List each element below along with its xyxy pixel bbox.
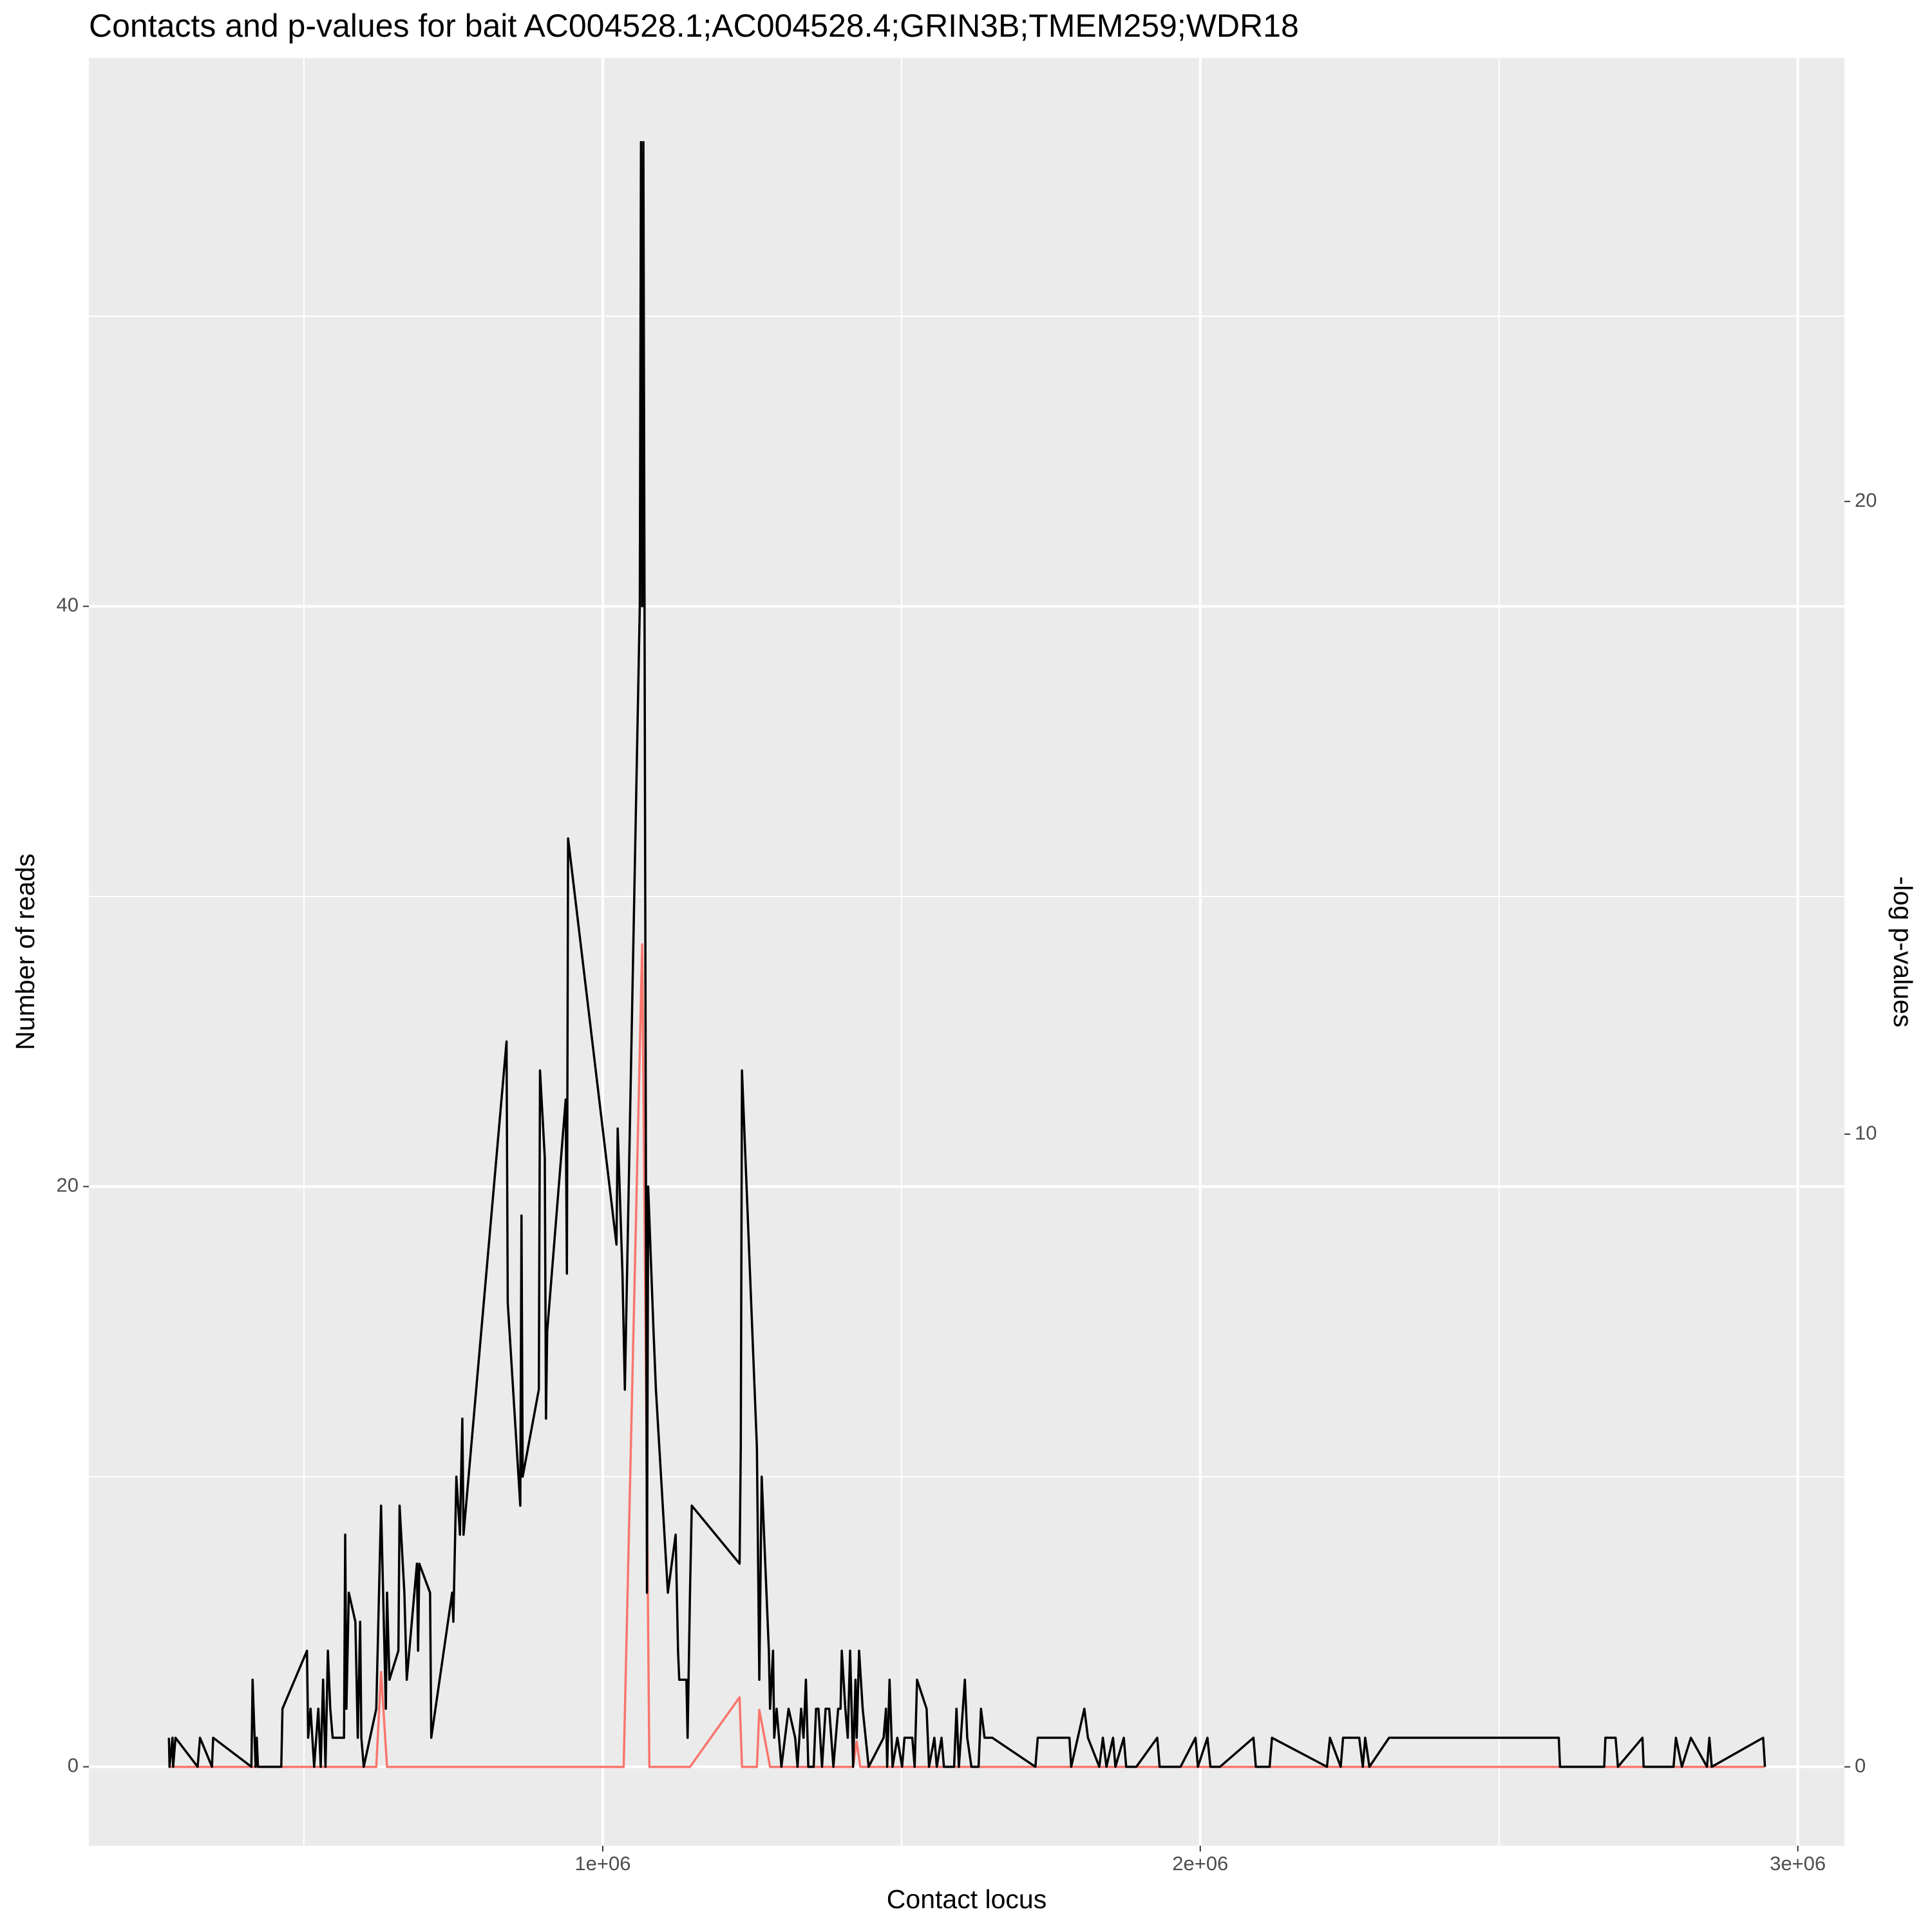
y2-tick-label: 10: [1855, 1121, 1877, 1144]
plot-panel: [89, 58, 1844, 1846]
y2-axis-title: -log p-values: [1888, 876, 1918, 1028]
x-axis-title: Contact locus: [887, 1884, 1046, 1914]
chart-title: Contacts and p-values for bait AC004528.…: [89, 8, 1299, 44]
data-line: [167, 140, 1766, 1768]
x-tick-label: 1e+06: [574, 1852, 630, 1875]
y-tick-label: 40: [57, 594, 79, 616]
y2-tick-label: 0: [1855, 1754, 1866, 1777]
x-tick-label: 2e+06: [1172, 1852, 1228, 1875]
y-tick-label: 20: [57, 1174, 79, 1197]
y-axis-title: Number of reads: [10, 853, 40, 1050]
y-tick-label: 0: [68, 1754, 79, 1777]
y2-tick-label: 20: [1855, 489, 1877, 511]
x-tick-label: 3e+06: [1770, 1852, 1826, 1875]
